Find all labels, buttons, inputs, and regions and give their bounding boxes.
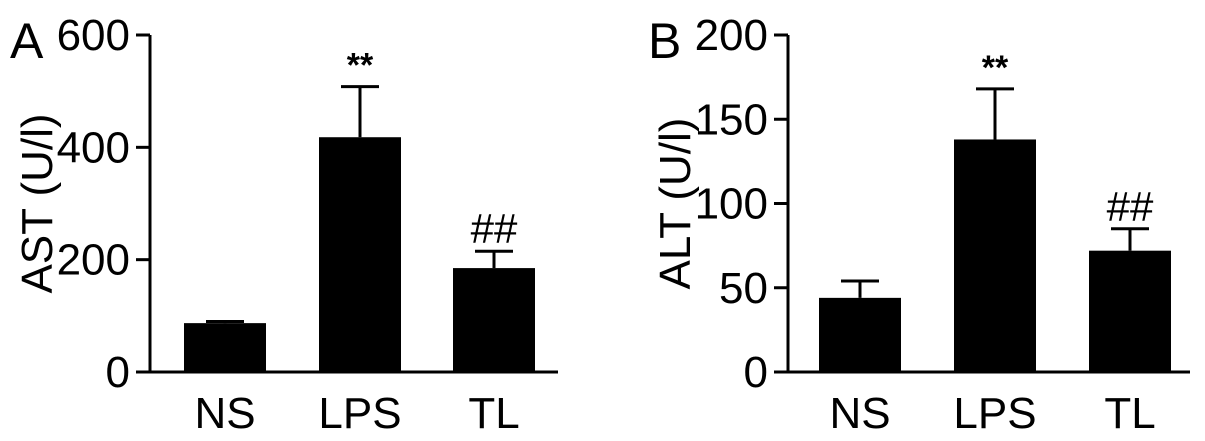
panel-b-bar-ns	[819, 297, 901, 372]
panel-a-bar-ns	[184, 323, 266, 372]
panel-a-y-tick-label: 200	[57, 236, 130, 285]
panel-b-x-tick-label: NS	[829, 389, 890, 438]
panel-a-y-tick-label: 0	[106, 348, 130, 397]
panel-a-y-axis-title: AST (U/l)	[13, 113, 62, 293]
panel-b-x-tick-label: TL	[1104, 389, 1155, 438]
panel-b-annotation-tl: ##	[1107, 183, 1154, 230]
panel-a-y-tick-label: 400	[57, 123, 130, 172]
panel-a-x-tick-label: LPS	[318, 389, 401, 438]
panel-a-x-tick-label: TL	[468, 389, 519, 438]
panel-b-y-tick-label: 50	[719, 264, 768, 313]
panel-b-bar-tl	[1089, 250, 1171, 372]
panel-b-y-tick-label: 0	[744, 348, 768, 397]
panel-a-annotation-tl: ##	[471, 205, 518, 252]
panel-b-bar-lps	[954, 139, 1036, 372]
panel-b-y-tick-label: 100	[695, 180, 768, 229]
panel-b-y-axis-title: ALT (U/l)	[651, 118, 700, 290]
panel-a-y-tick-label: 600	[57, 11, 130, 60]
panel-a-x-tick-label: NS	[194, 389, 255, 438]
panel-a-bar-lps	[319, 137, 401, 372]
panel-b-x-tick-label: LPS	[953, 389, 1036, 438]
panel-a-annotation-lps: **	[347, 47, 374, 85]
panel-b-y-tick-label: 150	[695, 95, 768, 144]
panel-b-y-tick-label: 200	[695, 11, 768, 60]
panel-b-annotation-lps: **	[982, 49, 1009, 87]
panel-a-bar-tl	[453, 268, 535, 372]
panel-a-letter: A	[10, 13, 44, 69]
panel-b-letter: B	[648, 13, 681, 69]
